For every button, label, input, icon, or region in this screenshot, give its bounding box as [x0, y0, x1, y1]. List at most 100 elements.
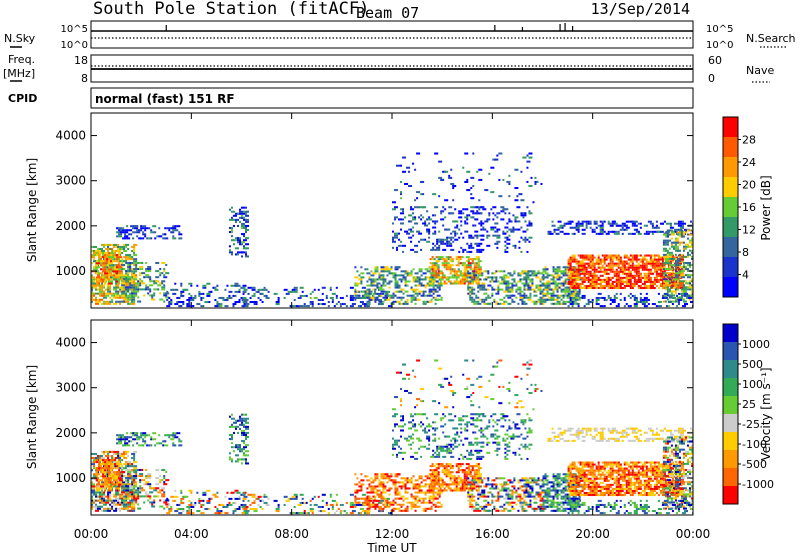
power-cell [591, 254, 594, 257]
power-cell [480, 238, 485, 241]
power-cell [157, 288, 160, 291]
power-cell [424, 276, 427, 279]
power-cell [245, 243, 250, 246]
power-cell [301, 294, 304, 297]
power-cell [635, 268, 638, 271]
power-ytick-label: 1000 [55, 264, 86, 278]
power-cell [587, 222, 590, 225]
power-ytick-label: 2000 [55, 219, 86, 233]
power-cell [528, 236, 533, 239]
power-cell [368, 272, 371, 275]
power-cell [669, 256, 672, 259]
power-cell [578, 290, 581, 293]
power-cell [627, 294, 630, 297]
power-cell [524, 212, 527, 215]
power-cell [469, 280, 472, 283]
power-cell [680, 298, 685, 301]
power-cell [526, 206, 529, 209]
power-cell [662, 253, 667, 256]
velocity-cell [112, 475, 115, 478]
power-cell [564, 272, 567, 275]
power-cell [621, 280, 626, 283]
power-cell [414, 292, 419, 295]
power-cell [508, 182, 511, 185]
velocity-cell [127, 479, 130, 482]
velocity-cell [226, 491, 229, 494]
velocity-cell [370, 491, 375, 494]
power-cell [404, 282, 407, 285]
velocity-cell [110, 465, 113, 468]
power-cell [507, 302, 512, 305]
power-cell [317, 288, 320, 291]
power-cell [232, 294, 235, 297]
nave-label: Nave [746, 64, 774, 77]
power-cell [127, 268, 130, 271]
power-cell [125, 270, 130, 273]
power-cell [599, 274, 602, 277]
power-cell [480, 248, 485, 251]
power-cell [103, 286, 106, 289]
power-cell [556, 300, 561, 303]
power-cell [557, 226, 562, 229]
velocity-cell [149, 491, 154, 494]
power-cell [385, 290, 390, 293]
power-cell [368, 290, 373, 293]
power-cell [669, 222, 672, 225]
power-cell [472, 184, 475, 188]
power-cell [244, 298, 249, 302]
power-cell [253, 301, 258, 304]
power-cell [249, 296, 252, 299]
power-cell [517, 292, 522, 295]
power-colorbar-tick-label: 28 [742, 134, 756, 147]
power-cell [241, 298, 246, 302]
power-cell [635, 270, 640, 273]
power-cell [125, 288, 130, 291]
power-cell [368, 278, 373, 281]
power-cell [434, 248, 439, 251]
velocity-cell [234, 454, 239, 457]
velocity-cell [360, 487, 363, 490]
power-cell [386, 274, 389, 277]
power-cell [527, 282, 530, 285]
power-cell [101, 288, 104, 291]
power-cell [495, 288, 498, 291]
velocity-cell [404, 483, 407, 486]
velocity-cell [125, 507, 130, 510]
power-cell [206, 294, 211, 297]
power-cell [589, 264, 592, 267]
power-cell [428, 270, 431, 273]
power-cell [678, 235, 683, 238]
velocity-cell [111, 507, 114, 510]
power-cell [242, 284, 245, 287]
power-cell [168, 296, 171, 299]
velocity-cell [143, 483, 146, 486]
velocity-cell [337, 508, 340, 511]
velocity-cell [253, 508, 258, 511]
power-cell [431, 262, 436, 265]
power-cell [597, 292, 602, 295]
power-cell [490, 208, 493, 211]
power-cell [552, 274, 555, 277]
power-cell [412, 226, 415, 229]
power-cell [368, 294, 371, 297]
velocity-cell [125, 493, 130, 496]
power-cell [651, 303, 656, 306]
velocity-cell [137, 487, 140, 490]
power-cell [394, 206, 397, 209]
power-cell [445, 262, 450, 265]
velocity-cell [135, 501, 138, 504]
power-cell [358, 274, 361, 277]
velocity-cell [159, 479, 162, 482]
power-cell [523, 278, 528, 281]
power-cell [488, 214, 491, 217]
power-cell [121, 263, 126, 267]
velocity-cell [243, 495, 248, 498]
power-cell [360, 276, 365, 279]
power-cell [651, 264, 654, 267]
power-cell [664, 249, 669, 252]
velocity-cell [202, 491, 207, 494]
power-cell [111, 243, 114, 246]
velocity-cell [305, 501, 308, 504]
power-cell [426, 240, 431, 243]
power-cell [109, 266, 114, 269]
